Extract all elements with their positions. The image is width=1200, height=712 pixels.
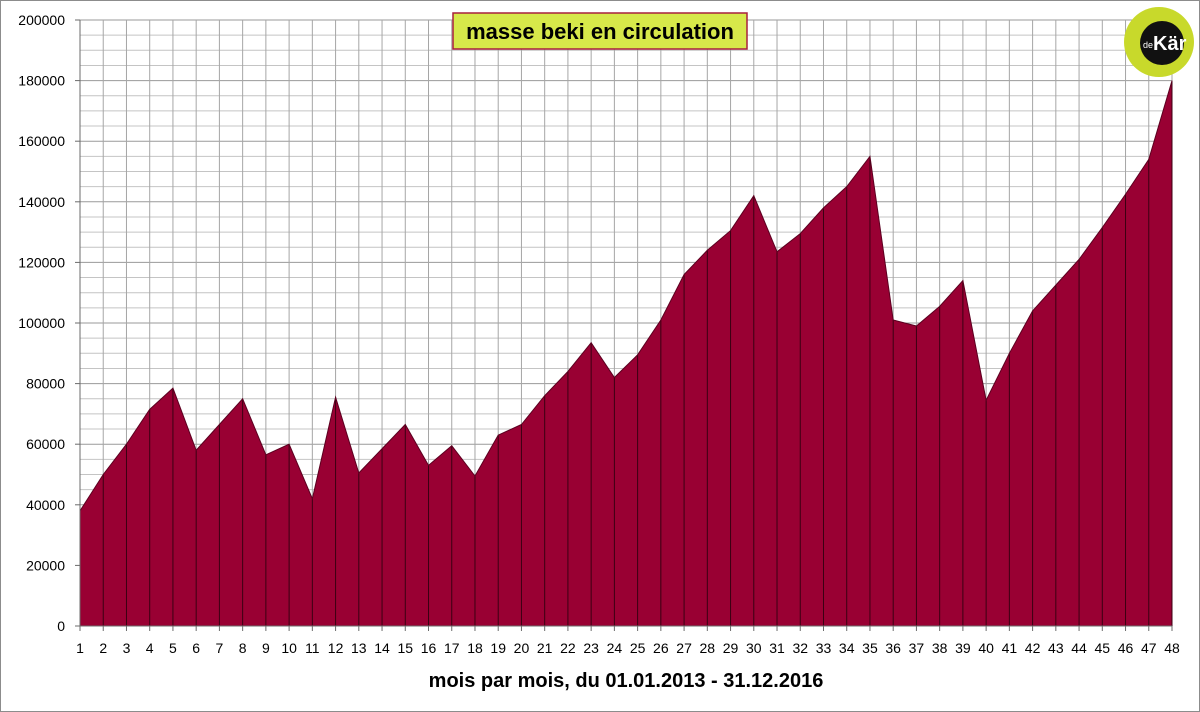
- x-tick-label: 25: [630, 640, 646, 656]
- title-background: [452, 12, 748, 50]
- x-tick-label: 6: [192, 640, 200, 656]
- x-tick-label: 24: [607, 640, 623, 656]
- x-tick-label: 26: [653, 640, 669, 656]
- x-tick-label: 28: [700, 640, 716, 656]
- brand-logo: de Kär: [1124, 7, 1194, 77]
- x-tick-label: 7: [216, 640, 224, 656]
- x-tick-label: 17: [444, 640, 460, 656]
- y-tick-label: 200000: [18, 12, 65, 28]
- y-tick-label: 20000: [26, 557, 65, 573]
- x-tick-label: 9: [262, 640, 270, 656]
- x-tick-label: 18: [467, 640, 483, 656]
- x-tick-label: 33: [816, 640, 832, 656]
- x-tick-label: 27: [676, 640, 692, 656]
- x-tick-label: 10: [281, 640, 297, 656]
- y-tick-label: 160000: [18, 133, 65, 149]
- y-tick-label: 80000: [26, 376, 65, 392]
- y-tick-label: 60000: [26, 436, 65, 452]
- y-tick-label: 40000: [26, 497, 65, 513]
- y-tick-label: 140000: [18, 194, 65, 210]
- x-tick-label: 36: [885, 640, 901, 656]
- y-tick-label: 120000: [18, 254, 65, 270]
- x-tick-label: 4: [146, 640, 154, 656]
- x-tick-label: 32: [792, 640, 808, 656]
- chart-title: masse beki en circulation: [466, 19, 734, 44]
- x-tick-label: 16: [421, 640, 437, 656]
- x-tick-label: 44: [1071, 640, 1087, 656]
- x-tick-label: 43: [1048, 640, 1064, 656]
- x-tick-label: 8: [239, 640, 247, 656]
- x-tick-label: 13: [351, 640, 367, 656]
- x-tick-label: 41: [1002, 640, 1018, 656]
- x-tick-label: 40: [978, 640, 994, 656]
- x-tick-label: 39: [955, 640, 971, 656]
- x-tick-label: 5: [169, 640, 177, 656]
- x-tick-label: 23: [583, 640, 599, 656]
- y-tick-labels: 0 20000 40000 60000 80000 100000 120000 140000 1…: [18, 12, 80, 634]
- logo-prefix: de: [1143, 40, 1153, 50]
- x-tick-label: 11: [305, 640, 320, 656]
- x-tick-label: 31: [769, 640, 785, 656]
- x-tick-label: 3: [123, 640, 131, 656]
- x-tick-label: 22: [560, 640, 576, 656]
- logo-inner-circle: [1140, 21, 1184, 65]
- y-tick-label: 100000: [18, 315, 65, 331]
- x-tick-label: 38: [932, 640, 948, 656]
- x-tick-label: 14: [374, 640, 390, 656]
- x-tick-labels: 1 2 3 4 5 6 7 8 9 10 11 12 13 14 15 16 17 18 19 20 21 22 23 24 2…: [76, 626, 1180, 656]
- x-tick-label: 15: [397, 640, 413, 656]
- x-tick-label: 30: [746, 640, 762, 656]
- x-tick-label: 2: [99, 640, 107, 656]
- x-tick-label: 48: [1164, 640, 1180, 656]
- x-tick-label: 29: [723, 640, 739, 656]
- x-tick-label: 46: [1118, 640, 1134, 656]
- x-tick-label: 37: [909, 640, 925, 656]
- area-series: [79, 80, 1173, 627]
- x-tick-label: 42: [1025, 640, 1041, 656]
- x-tick-label: 35: [862, 640, 878, 656]
- x-tick-label: 20: [514, 640, 530, 656]
- x-tick-label: 1: [76, 640, 84, 656]
- y-tick-label: 180000: [18, 73, 65, 89]
- x-tick-label: 21: [537, 640, 553, 656]
- y-tick-label: 0: [57, 618, 65, 634]
- x-tick-label: 12: [328, 640, 344, 656]
- logo-name: Kär: [1153, 33, 1187, 55]
- x-tick-label: 34: [839, 640, 855, 656]
- x-tick-label: 45: [1095, 640, 1111, 656]
- area-outline: [79, 80, 1173, 512]
- x-tick-label: 19: [490, 640, 506, 656]
- area-series-1: [80, 80, 1172, 627]
- x-axis-label: mois par mois, du 01.01.2013 - 31.12.201…: [429, 670, 824, 692]
- x-tick-label: 47: [1141, 640, 1157, 656]
- chart-title-box: masse beki en circulation: [452, 12, 748, 50]
